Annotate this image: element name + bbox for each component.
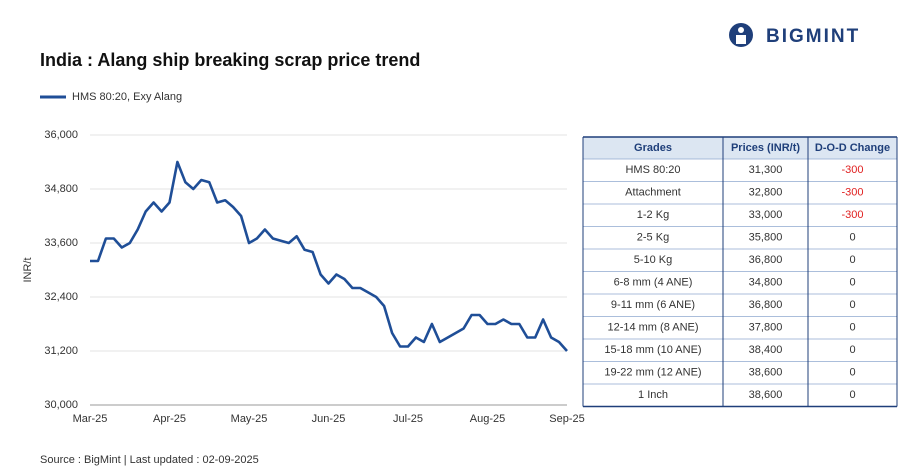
legend-label: HMS 80:20, Exy Alang xyxy=(72,91,182,103)
x-tick-label: Apr-25 xyxy=(153,413,186,425)
logo-icon-dot xyxy=(738,27,744,33)
table-cell: 15-18 mm (10 ANE) xyxy=(604,344,701,356)
table-cell: 38,600 xyxy=(749,367,783,379)
table-cell: 33,000 xyxy=(749,209,783,221)
x-tick-label: Aug-25 xyxy=(470,413,505,425)
chart-title: India : Alang ship breaking scrap price … xyxy=(40,50,420,70)
table-cell: 2-5 Kg xyxy=(637,232,669,244)
table-cell: 0 xyxy=(849,322,855,334)
table-cell: 0 xyxy=(849,232,855,244)
table-cell: 0 xyxy=(849,389,855,401)
table-header-cell: Grades xyxy=(634,142,672,154)
table-cell: 19-22 mm (12 ANE) xyxy=(604,367,701,379)
table-cell: 31,300 xyxy=(749,164,783,176)
table-cell: 36,800 xyxy=(749,299,783,311)
table-cell: -300 xyxy=(841,209,863,221)
logo-text: BIGMINT xyxy=(766,26,860,47)
x-tick-label: May-25 xyxy=(231,413,268,425)
x-tick-label: Jun-25 xyxy=(312,413,346,425)
table-cell: 0 xyxy=(849,277,855,289)
x-tick-label: Mar-25 xyxy=(73,413,108,425)
table-cell: 32,800 xyxy=(749,187,783,199)
logo-icon-body xyxy=(736,35,746,44)
table-cell: 35,800 xyxy=(749,232,783,244)
table-cell: -300 xyxy=(841,187,863,199)
table-cell: -300 xyxy=(841,164,863,176)
table-cell: Attachment xyxy=(625,187,681,199)
table-cell: 0 xyxy=(849,254,855,266)
x-tick-label: Sep-25 xyxy=(549,413,584,425)
table-cell: 5-10 Kg xyxy=(634,254,673,266)
table-cell: 0 xyxy=(849,367,855,379)
table-header-bg xyxy=(583,137,897,159)
logo: BIGMINT xyxy=(729,23,860,47)
table-cell: 1 Inch xyxy=(638,389,668,401)
y-tick-label: 31,200 xyxy=(44,345,78,357)
table-cell: 38,600 xyxy=(749,389,783,401)
table-header-cell: Prices (INR/t) xyxy=(731,142,800,154)
table-header-cell: D-O-D Change xyxy=(815,142,890,154)
y-tick-label: 36,000 xyxy=(44,129,78,141)
table-cell: 12-14 mm (8 ANE) xyxy=(607,322,698,334)
y-tick-label: 34,800 xyxy=(44,183,78,195)
x-tick-label: Jul-25 xyxy=(393,413,423,425)
table-cell: 1-2 Kg xyxy=(637,209,669,221)
table-cell: 6-8 mm (4 ANE) xyxy=(614,277,693,289)
y-tick-label: 30,000 xyxy=(44,399,78,411)
table-cell: 0 xyxy=(849,344,855,356)
y-tick-label: 32,400 xyxy=(44,291,78,303)
line-series xyxy=(90,160,568,352)
table-cell: 9-11 mm (6 ANE) xyxy=(611,299,695,311)
y-tick-label: 33,600 xyxy=(44,237,78,249)
table-cell: HMS 80:20 xyxy=(625,164,680,176)
table-cell: 36,800 xyxy=(749,254,783,266)
y-axis-label: INR/t xyxy=(22,257,34,282)
source: Source : BigMint | Last updated : 02-09-… xyxy=(40,454,259,466)
table-cell: 37,800 xyxy=(749,322,783,334)
table-cell: 38,400 xyxy=(749,344,783,356)
table-cell: 34,800 xyxy=(749,277,783,289)
table-cell: 0 xyxy=(849,299,855,311)
